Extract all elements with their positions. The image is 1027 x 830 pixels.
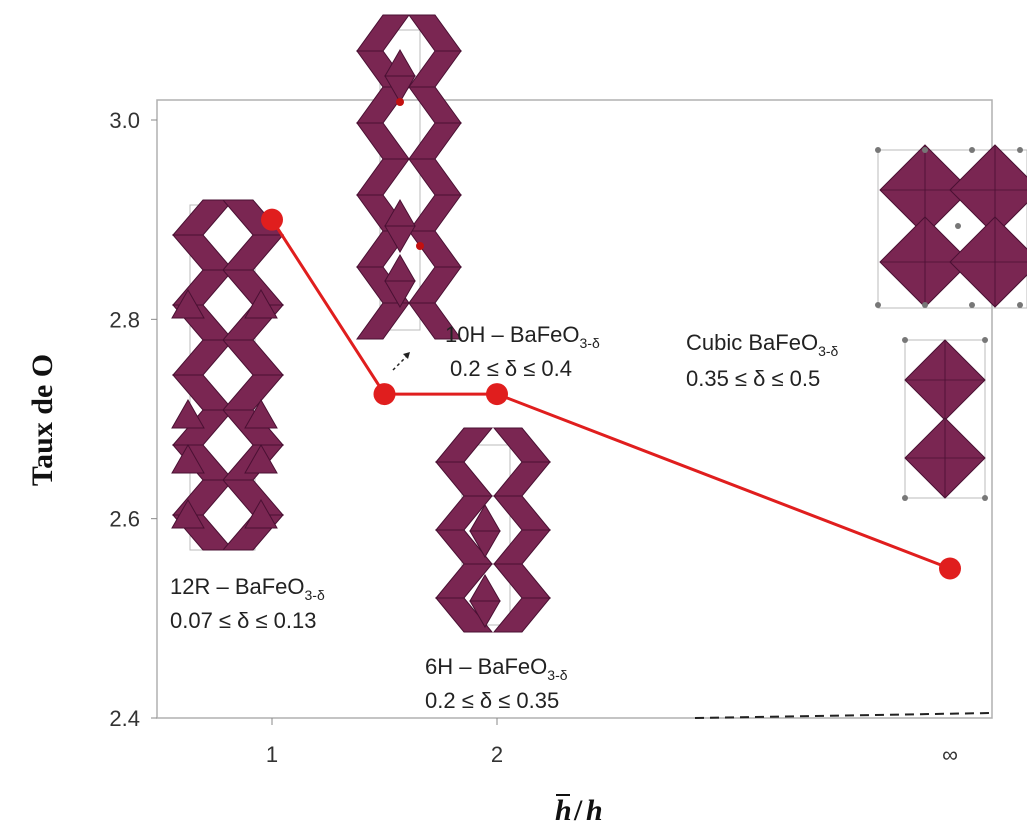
label-cubic-line2: 0.35 ≤ δ ≤ 0.5 <box>686 366 820 391</box>
data-point <box>486 383 508 406</box>
label-10h-line1: 10H – BaFeO3-δ <box>445 322 600 351</box>
y-tick-label: 2.6 <box>109 507 140 532</box>
data-point <box>373 383 396 406</box>
y-tick-label: 2.4 <box>109 706 140 731</box>
label-12r-line2: 0.07 ≤ δ ≤ 0.13 <box>170 608 316 633</box>
data-point <box>261 208 283 231</box>
x-axis: 1 2 ∞ <box>266 718 958 767</box>
svg-text:h: h <box>555 794 572 827</box>
y-tick-label: 2.8 <box>109 307 140 332</box>
y-axis: 3.0 2.8 2.6 2.4 <box>109 108 157 731</box>
svg-text:h: h <box>586 794 603 827</box>
x-tick-label: ∞ <box>942 742 958 767</box>
series-line <box>270 218 951 570</box>
data-point <box>939 557 961 580</box>
structure-6h-icon <box>434 427 552 633</box>
label-12r-line1: 12R – BaFeO3-δ <box>170 574 325 603</box>
x-tick-label: 2 <box>491 742 503 767</box>
x-tick-label: 1 <box>266 742 278 767</box>
structure-12r-icon <box>171 199 285 551</box>
label-6h-line1: 6H – BaFeO3-δ <box>425 654 568 683</box>
dashed-break-line <box>694 712 993 719</box>
label-10h-line2: 0.2 ≤ δ ≤ 0.4 <box>450 356 572 381</box>
pointer-arrow-icon <box>392 352 410 371</box>
y-tick-label: 3.0 <box>109 108 140 133</box>
structure-10h-icon <box>356 14 462 340</box>
label-6h-line2: 0.2 ≤ δ ≤ 0.35 <box>425 688 559 713</box>
svg-text:/: / <box>573 794 583 827</box>
x-axis-title: h / h <box>555 794 603 827</box>
y-axis-title: Taux de O <box>26 354 59 486</box>
label-cubic-line1: Cubic BaFeO3-δ <box>686 330 839 359</box>
plot-frame <box>156 99 993 719</box>
structure-cubic-icon <box>875 144 1027 501</box>
